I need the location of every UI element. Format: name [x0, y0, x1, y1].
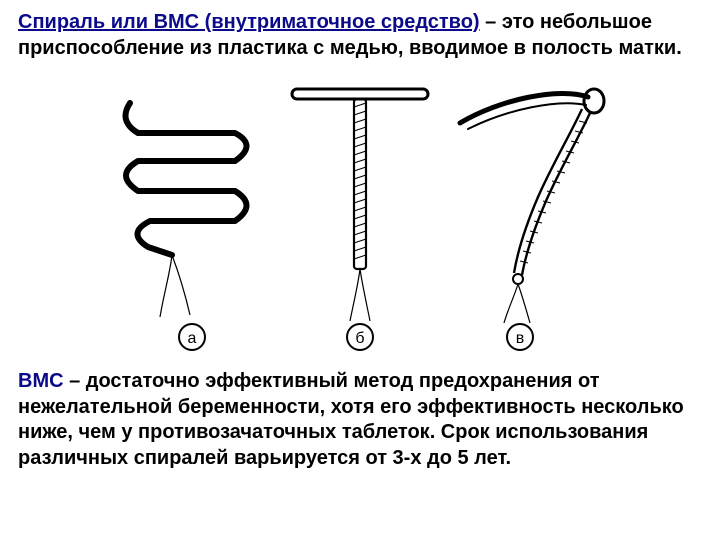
iud-diagram: а б в — [100, 65, 620, 355]
device-label-a: а — [179, 324, 205, 350]
figure-container: а б в — [18, 65, 702, 355]
body-lead-term: ВМС — [18, 370, 64, 392]
device-label-b: б — [347, 324, 373, 350]
slide: Спираль или ВМС (внутриматочное средство… — [0, 0, 720, 540]
body-rest: – достаточно эффективный метод предохран… — [18, 370, 684, 469]
device-label-c: в — [507, 324, 533, 350]
device-a — [126, 103, 247, 317]
label-c-text: в — [516, 330, 525, 347]
device-b — [292, 89, 428, 321]
intro-underlined-term: Спираль или ВМС (внутриматочное средство… — [18, 11, 480, 33]
label-a-text: а — [188, 330, 197, 347]
intro-paragraph: Спираль или ВМС (внутриматочное средство… — [18, 10, 702, 61]
device-c — [460, 89, 604, 323]
label-b-text: б — [355, 330, 364, 347]
body-paragraph: ВМС – достаточно эффективный метод предо… — [18, 369, 702, 471]
